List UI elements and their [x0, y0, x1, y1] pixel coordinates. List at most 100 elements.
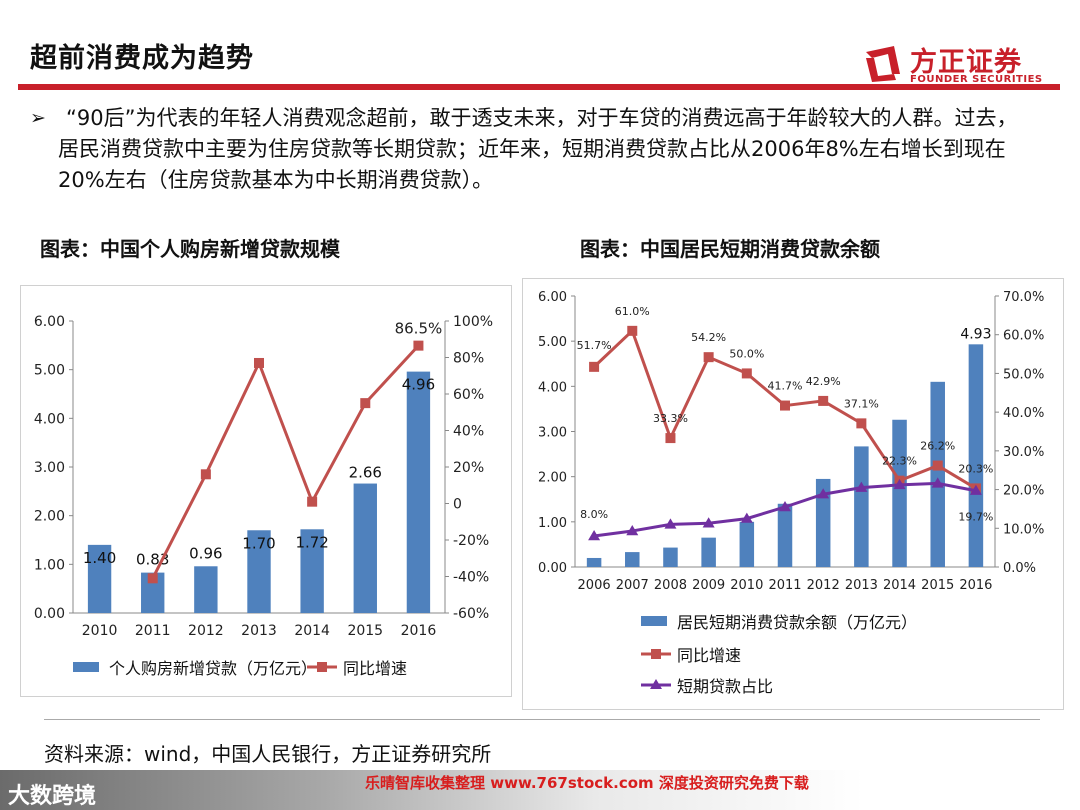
c2-bar — [739, 521, 755, 567]
c2-right-tick-label: 30.0% — [1003, 445, 1044, 460]
c2-x-tick-label: 2009 — [692, 578, 725, 593]
c2-x-tick-label: 2010 — [730, 578, 763, 593]
c2-x-tick-label: 2011 — [768, 578, 801, 593]
c2-point — [665, 433, 676, 444]
c2-right-tick-label: 70.0% — [1003, 290, 1044, 305]
c2-bar — [892, 419, 907, 567]
c1-x-tick-label: 2012 — [188, 623, 224, 639]
c1-right-tick-label: 40% — [453, 424, 484, 440]
c1-legend-label: 同比增速 — [343, 659, 407, 678]
c2-x-tick-label: 2014 — [883, 578, 916, 593]
c2-bar — [968, 344, 984, 567]
c2-left-tick-label: 4.00 — [538, 380, 567, 395]
c2-legend-marker — [651, 649, 661, 659]
c2-point — [818, 395, 829, 406]
c1-right-tick-label: -60% — [453, 606, 489, 622]
c2-point — [627, 325, 638, 336]
c1-bar-label: 1.72 — [295, 533, 328, 551]
c1-bar — [300, 529, 324, 613]
c1-point — [254, 357, 264, 368]
c1-bar — [353, 483, 377, 613]
chart2-title: 图表：中国居民短期消费贷款余额 — [580, 237, 880, 261]
c2-point-label: 26.2% — [920, 440, 955, 453]
c2-left-tick-label: 0.00 — [538, 561, 567, 576]
watermark-bar — [0, 770, 1080, 810]
c1-point — [360, 398, 371, 409]
c2-legend-label: 短期贷款占比 — [677, 677, 773, 696]
c1-x-tick-label: 2014 — [294, 623, 330, 639]
c2-point — [932, 460, 943, 471]
c2-point-label: 20.3% — [958, 462, 993, 475]
company-logo: 方正证券 FOUNDER SECURITIES — [864, 44, 1054, 88]
c2-x-tick-label: 2006 — [578, 578, 611, 593]
c2-right-tick-label: 60.0% — [1003, 329, 1044, 344]
c1-bar-label: 1.40 — [83, 549, 116, 567]
c1-right-tick-label: 0 — [453, 497, 462, 513]
c2-point — [626, 524, 639, 536]
c2-point-label: 37.1% — [844, 397, 879, 410]
c2-point — [817, 488, 830, 499]
c2-point — [893, 478, 906, 490]
c2-bar — [930, 381, 945, 567]
c2-point-label: 41.7% — [768, 380, 803, 393]
header-divider — [18, 84, 1060, 90]
c2-bar-label: 4.93 — [960, 326, 991, 342]
c1-bar-label: 1.70 — [242, 534, 275, 552]
c1-point — [413, 340, 424, 351]
c2-legend-label: 居民短期消费贷款余额（万亿元） — [677, 613, 917, 632]
c1-x-tick-label: 2010 — [82, 623, 118, 639]
c1-right-tick-label: -40% — [453, 570, 489, 586]
c2-point — [589, 361, 600, 372]
c2-legend-swatch — [641, 616, 667, 626]
c2-bar — [701, 537, 716, 567]
c2-bar — [663, 547, 678, 567]
c1-right-tick-label: 100% — [453, 314, 493, 330]
footer-divider — [44, 719, 1040, 720]
c1-x-tick-label: 2016 — [401, 623, 437, 639]
c2-left-tick-label: 5.00 — [538, 335, 567, 350]
c1-point-label: 86.5% — [395, 320, 443, 338]
c1-x-tick-label: 2013 — [241, 623, 277, 639]
c2-bar — [815, 478, 831, 567]
c2-right-tick-label: 40.0% — [1003, 406, 1044, 421]
watermark-logo: 大数跨境 — [8, 784, 97, 809]
c1-left-tick-label: 3.00 — [34, 460, 65, 476]
chart1-title: 图表：中国个人购房新增贷款规模 — [40, 237, 340, 261]
chart1-svg: 0.00 1.00 2.00 3.00 4.00 5.00 6.00 -60% -40% -20%… — [34, 314, 493, 678]
logo-english: FOUNDER SECURITIES — [910, 74, 1043, 85]
c2-x-tick-label: 2016 — [959, 578, 992, 593]
c2-left-tick-label: 2.00 — [538, 471, 567, 486]
c2-point-label: 61.0% — [615, 305, 650, 318]
c1-bar-label: 4.96 — [402, 376, 435, 394]
c1-left-tick-label: 1.00 — [34, 557, 65, 573]
c2-point-label: 50.0% — [729, 347, 764, 360]
c2-point — [702, 517, 715, 528]
c2-left-tick-label: 3.00 — [538, 426, 567, 441]
c1-legend-label: 个人购房新增贷款（万亿元） — [109, 659, 317, 678]
c1-bar — [406, 371, 431, 613]
c1-x-tick-label: 2015 — [347, 623, 383, 639]
c2-right-tick-label: 0.0% — [1003, 561, 1036, 576]
c2-point — [855, 481, 868, 492]
watermark-text: 乐晴智库收集整理 www.767stock.com 深度投资研究免费下载 — [365, 774, 809, 792]
c2-bar — [586, 557, 602, 567]
c2-point-label: 22.3% — [882, 455, 917, 468]
c2-point — [779, 500, 791, 512]
c1-bar — [247, 530, 271, 613]
c2-point — [969, 484, 982, 495]
c1-bar-label: 2.66 — [349, 464, 382, 482]
c1-legend-marker — [317, 662, 327, 672]
c2-left-tick-label: 6.00 — [538, 290, 567, 305]
logo-name: 方正证券 — [910, 47, 1022, 78]
c1-line-0 — [151, 344, 420, 580]
c2-point — [780, 400, 790, 411]
founder-logo-icon — [866, 46, 900, 82]
c2-x-tick-label: 2013 — [845, 578, 878, 593]
c2-point-label: 8.0% — [580, 508, 608, 521]
c1-left-tick-label: 6.00 — [34, 314, 65, 330]
c2-right-tick-label: 20.0% — [1003, 484, 1044, 499]
chart2-frame: 0.00 1.00 2.00 3.00 4.00 5.00 6.00 0.0% 10.0% 20.… — [522, 278, 1064, 710]
c2-point — [588, 530, 601, 541]
c2-point — [740, 512, 753, 523]
c2-x-tick-label: 2008 — [654, 578, 687, 593]
